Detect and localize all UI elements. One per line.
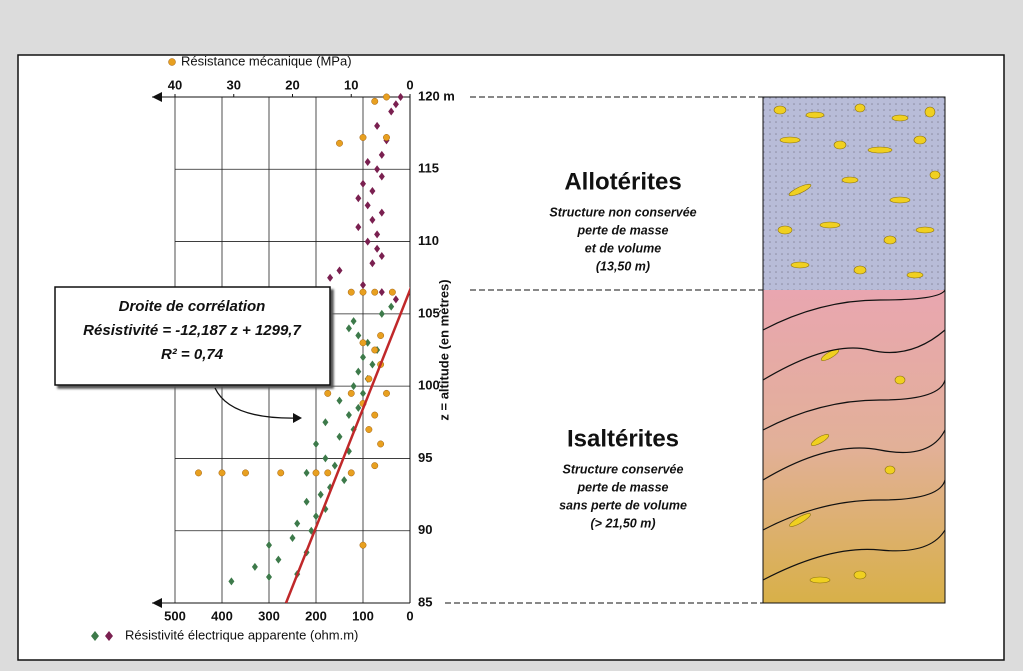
legend-label: Résistivité électrique apparente (ohm.m) — [125, 627, 358, 642]
zone-description: Structure conservée — [563, 462, 684, 476]
page: Droite de corrélation Résistivité = -12,… — [0, 0, 1023, 671]
x-tick-label: 500 — [164, 608, 186, 623]
resistance-point — [242, 470, 248, 476]
resistance-point — [372, 289, 378, 295]
x2-tick-label: 20 — [285, 77, 299, 92]
resistance-point — [360, 542, 366, 548]
resistance-point — [383, 390, 389, 396]
y-axis-label: z = altitude (en mètres) — [436, 279, 451, 420]
annotation-r2: R² = 0,74 — [161, 346, 224, 363]
zone-description: perte de masse — [576, 223, 668, 237]
resistance-point — [360, 134, 366, 140]
resistance-point — [219, 470, 225, 476]
isaltérites-layer — [763, 290, 945, 603]
x2-tick-label: 40 — [168, 77, 182, 92]
resistance-point — [372, 412, 378, 418]
resistance-point — [372, 347, 378, 353]
y-tick-label: 85 — [418, 594, 432, 609]
resistance-point — [348, 390, 354, 396]
y-tick-label: 120 m — [418, 88, 455, 103]
x-tick-label: 300 — [258, 608, 280, 623]
y-tick-label: 95 — [418, 450, 432, 465]
y-tick-label: 115 — [418, 161, 439, 176]
zone-description: perte de masse — [576, 480, 668, 494]
x2-tick-label: 0 — [406, 77, 413, 92]
resistance-point — [366, 376, 372, 382]
annotation-equation: Résistivité = -12,187 z + 1299,7 — [83, 322, 301, 339]
resistance-point — [195, 470, 201, 476]
resistance-point — [360, 340, 366, 346]
zone-description: (> 21,50 m) — [591, 516, 656, 530]
resistance-point — [383, 134, 389, 140]
zone-name: Allotérites — [564, 168, 681, 195]
zone-description: sans perte de volume — [559, 498, 687, 512]
y-tick-label: 100 — [418, 378, 440, 393]
resistance-point — [360, 289, 366, 295]
x2-tick-label: 10 — [344, 77, 358, 92]
y-tick-label: 105 — [418, 305, 440, 320]
y-tick-label: 110 — [418, 233, 439, 248]
x-tick-label: 400 — [211, 608, 233, 623]
x-tick-label: 100 — [352, 608, 374, 623]
figure: Droite de corrélation Résistivité = -12,… — [0, 0, 1023, 666]
x-tick-label: 200 — [305, 608, 327, 623]
y-tick-label: 90 — [418, 522, 432, 537]
annotation-title: Droite de corrélation — [119, 298, 266, 315]
resistance-point — [348, 289, 354, 295]
resistance-point — [372, 462, 378, 468]
resistance-point — [325, 390, 331, 396]
legend-label: Résistance mécanique (MPa) — [181, 53, 352, 68]
resistance-point — [366, 426, 372, 432]
zone-description: Structure non conservée — [549, 205, 696, 219]
resistance-point — [372, 98, 378, 104]
resistance-point — [383, 94, 389, 100]
x2-tick-label: 30 — [227, 77, 241, 92]
legend-marker — [169, 59, 176, 66]
resistance-point — [377, 332, 383, 338]
zone-name: Isaltérites — [567, 425, 679, 452]
resistance-point — [348, 470, 354, 476]
zone-description: et de volume — [585, 241, 661, 255]
resistance-point — [336, 140, 342, 146]
resistance-point — [313, 470, 319, 476]
resistance-point — [278, 470, 284, 476]
zone-description: (13,50 m) — [596, 259, 650, 273]
resistance-point — [377, 441, 383, 447]
x-tick-label: 0 — [406, 608, 413, 623]
resistance-point — [389, 289, 395, 295]
resistance-point — [325, 470, 331, 476]
